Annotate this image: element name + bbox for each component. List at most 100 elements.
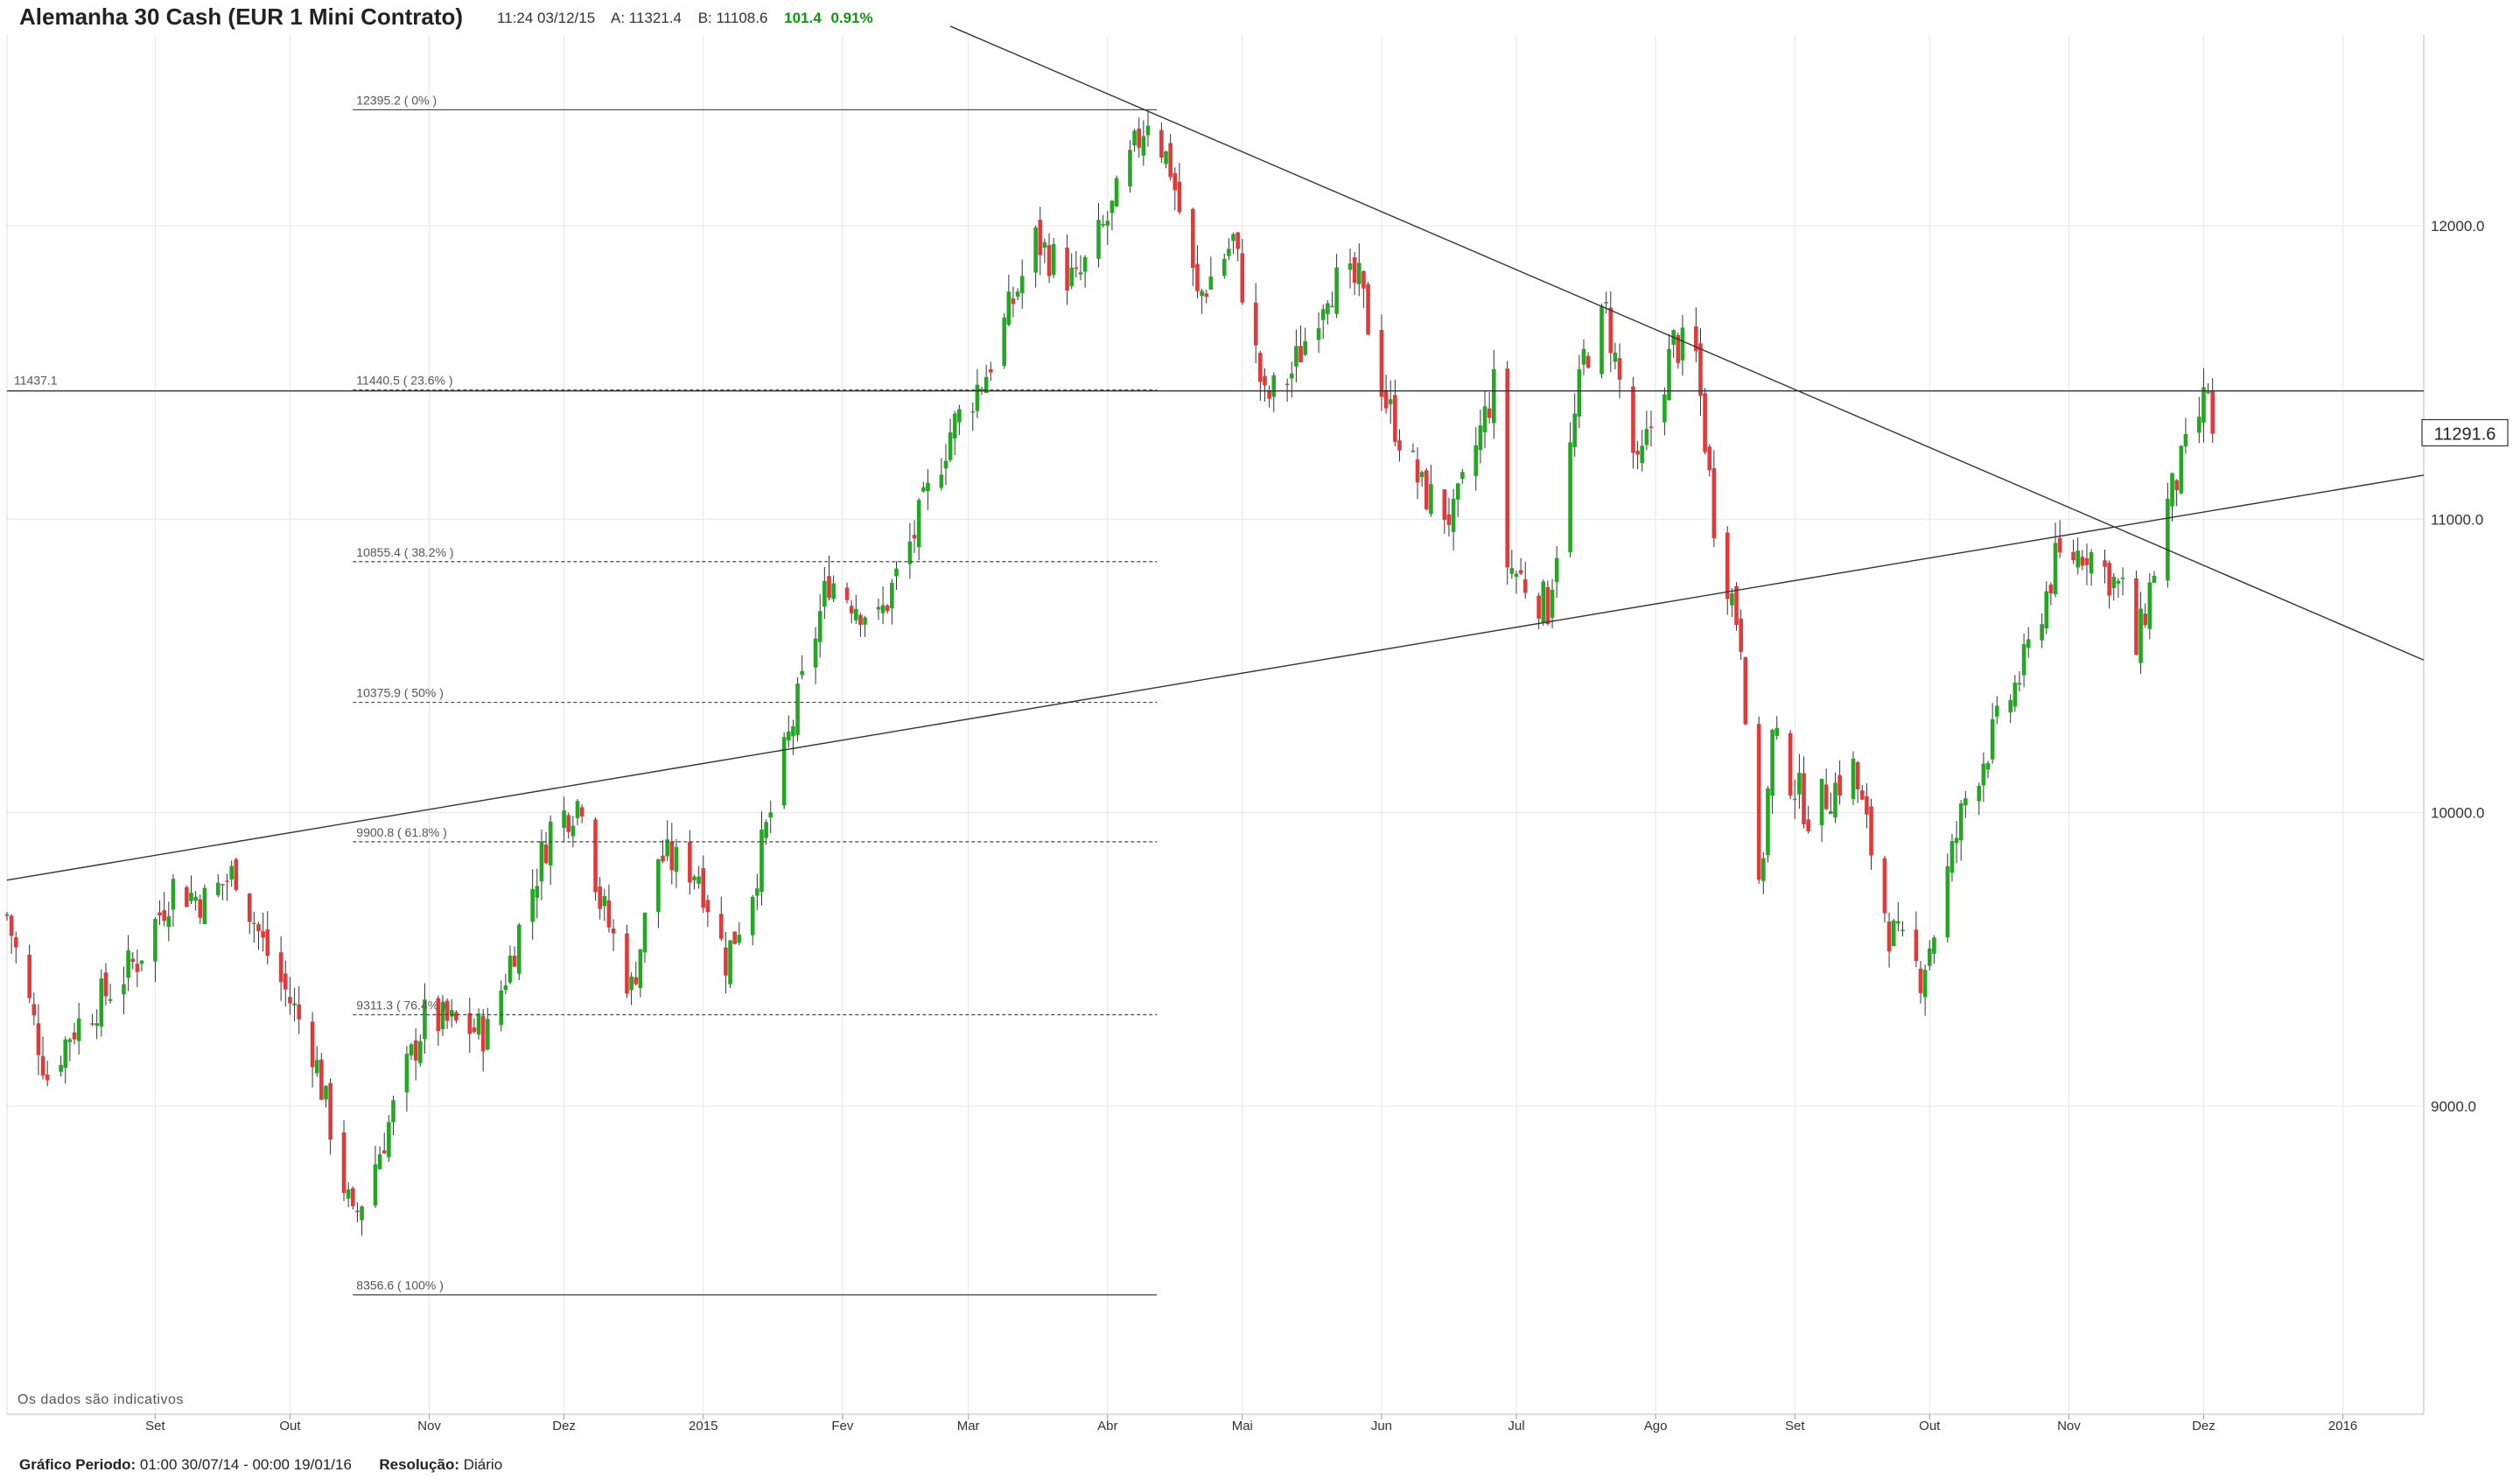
candlestick <box>692 874 696 890</box>
candlestick <box>1298 326 1303 363</box>
candle-body <box>346 1189 351 1199</box>
candle-body <box>1051 243 1056 275</box>
bid-price: B: 11108.6 <box>697 10 768 26</box>
candle-body <box>467 1013 472 1034</box>
candlestick <box>454 1010 458 1024</box>
candlestick <box>1101 214 1105 228</box>
candlestick <box>890 578 894 625</box>
candle-body <box>939 474 944 488</box>
candle-body <box>341 1132 346 1194</box>
candle-body <box>1334 267 1339 314</box>
candlestick <box>926 469 930 510</box>
candle-body <box>786 732 791 741</box>
candle-body <box>948 432 953 460</box>
candle-body <box>943 460 948 469</box>
candle-body <box>1419 472 1424 478</box>
candle-body <box>59 1064 63 1072</box>
candlestick <box>360 1205 364 1236</box>
x-tick-label: 2016 <box>2328 1419 2357 1433</box>
candlestick <box>72 1022 77 1045</box>
candlestick <box>1945 853 1950 943</box>
candle-body <box>1694 326 1698 352</box>
candlestick <box>530 869 535 940</box>
candlestick <box>1950 833 1955 882</box>
resolution-label: Resolução: <box>379 1456 460 1473</box>
candle-body <box>1914 929 1919 961</box>
candlestick <box>1141 120 1146 166</box>
candlestick <box>656 859 661 929</box>
candle-body <box>692 876 696 880</box>
candlestick <box>1774 716 1780 740</box>
candle-body <box>1320 309 1326 320</box>
candlestick <box>158 900 162 926</box>
candlestick <box>508 945 513 985</box>
y-tick-label: 11000.0 <box>2431 511 2483 528</box>
candlestick <box>1707 444 1712 477</box>
candlestick <box>1586 352 1591 369</box>
candle-body <box>858 614 863 625</box>
candlestick <box>1491 349 1496 439</box>
candlestick <box>1698 328 1703 417</box>
candlestick <box>2026 627 2031 658</box>
candle-body <box>701 868 706 908</box>
candle-body <box>2179 445 2184 494</box>
candle-body <box>1253 302 1258 346</box>
candle-body <box>768 812 774 818</box>
candle-body <box>1015 291 1020 297</box>
candle-body <box>984 376 989 394</box>
candlestick <box>252 911 256 943</box>
candlestick <box>36 1004 41 1076</box>
candle-body <box>1424 470 1429 509</box>
candlestick <box>1011 286 1016 318</box>
candle-body <box>1882 858 1887 914</box>
candlestick <box>486 1007 490 1051</box>
candlestick <box>328 1078 332 1155</box>
candle-body <box>1734 585 1739 626</box>
candle-body <box>436 998 441 1032</box>
candlestick <box>1362 270 1366 308</box>
candle-body <box>822 580 827 607</box>
candlestick <box>1900 921 1905 936</box>
x-tick-label: Mar <box>957 1419 980 1433</box>
candlestick <box>1033 225 1038 288</box>
candlestick <box>1172 167 1178 211</box>
candle-body <box>324 1085 328 1100</box>
candle-body <box>1859 790 1865 800</box>
candlestick <box>2107 560 2111 609</box>
candle-body <box>288 997 292 1004</box>
candle-body <box>1613 352 1618 362</box>
candle-body <box>1667 348 1671 401</box>
candlestick <box>324 1084 328 1108</box>
candle-body <box>247 893 252 922</box>
candlestick <box>629 971 634 1006</box>
candle-body <box>1451 499 1456 532</box>
candlestick <box>732 931 737 945</box>
period-value: 01:00 30/07/14 - 00:00 19/01/16 <box>139 1456 352 1473</box>
candlestick <box>1442 488 1447 534</box>
candle-body <box>1078 272 1083 275</box>
candlestick <box>1568 422 1572 557</box>
x-tick-label: 2015 <box>689 1419 718 1433</box>
candle-body <box>310 1021 315 1068</box>
candlestick <box>2116 578 2121 599</box>
candle-body <box>1514 573 1519 578</box>
candlestick <box>1648 410 1654 447</box>
candlestick <box>1600 303 1604 379</box>
candle-body <box>1869 806 1873 856</box>
candle-body <box>103 972 108 997</box>
candle-body <box>1455 483 1460 500</box>
data-disclaimer: Os dados são indicativos <box>18 1392 184 1407</box>
candlestick <box>162 892 166 927</box>
candle-body <box>1792 798 1797 801</box>
candlestick <box>153 916 158 982</box>
candle-body <box>1985 762 1991 770</box>
candlestick <box>1680 314 1685 376</box>
candlestick <box>1294 329 1298 382</box>
candle-body <box>234 859 239 890</box>
x-tick-label: Dez <box>2192 1419 2216 1433</box>
candle-body <box>1550 590 1555 618</box>
candle-body <box>894 568 899 577</box>
candlestick <box>229 860 234 887</box>
candle-body <box>1950 841 1955 873</box>
